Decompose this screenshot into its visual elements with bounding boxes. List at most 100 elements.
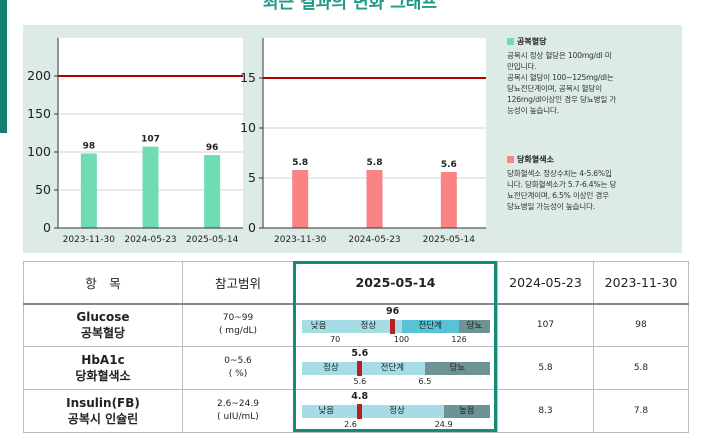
hba1c-bar — [366, 170, 383, 228]
glucose-x-tick-label: 2023-11-30 — [63, 235, 116, 245]
table-row-glucose: Glucose 공복혈당 70~99 ( mg/dL) 낮음 정상 전단계 당뇨 96 7… — [23, 303, 689, 347]
item-name-en: HbA1c — [81, 353, 125, 367]
item-name-ko: 공복시 인슐린 — [67, 412, 139, 426]
range-segment: 정상 — [302, 362, 360, 375]
range-segment: 당뇨 — [424, 362, 490, 375]
range-tick-label: 2.6 — [344, 420, 357, 429]
hba1c-note-line: 당화혈색소 정상수치는 4-5.6%입 — [507, 169, 612, 178]
reference-cell: 2.6~24.9 ( uIU/mL) — [182, 389, 294, 433]
reference-unit: ( mg/dL) — [218, 326, 258, 337]
range-segment: 전단계 — [401, 319, 460, 333]
range-segment: 낮음 — [302, 319, 336, 333]
glucose-data-label: 98 — [83, 142, 96, 152]
hba1c-legend-title: 당화혈색소 — [517, 155, 554, 164]
range-tick-label: 70 — [330, 334, 341, 344]
item-cell: HbA1c 당화혈색소 — [23, 346, 183, 390]
prev-value-1: 8.3 — [497, 389, 594, 433]
glucose-y-tick-label: 200 — [27, 68, 51, 83]
hba1c-bar — [440, 172, 457, 228]
page-title: 최근 결과의 변화 그래프 — [262, 0, 438, 13]
reference-unit: ( %) — [228, 369, 248, 379]
header-reference: 참고범위 — [182, 261, 294, 305]
reference-cell: 0~5.6 ( %) — [182, 346, 294, 390]
header-item: 항 목 — [23, 261, 183, 305]
glucose-data-label: 107 — [141, 135, 160, 145]
item-name-en: Glucose — [76, 310, 130, 325]
current-value-label: 4.8 — [351, 391, 369, 402]
hba1c-legend: 당화혈색소 — [507, 154, 677, 165]
current-value-marker — [357, 361, 363, 376]
range-bar-cell: 낮음 정상 높음 4.8 2.6 24.9 — [293, 389, 498, 433]
glucose-legend: 공복혈당 — [507, 36, 677, 47]
range-bar: 정상 전단계 당뇨 — [302, 362, 490, 375]
header-current-date: 2025-05-14 — [293, 261, 498, 305]
glucose-bar — [204, 155, 221, 228]
item-name-en: Insulin(FB) — [66, 396, 140, 410]
glucose-note-line: 당뇨전단계이며, 공복시 혈당이 — [507, 84, 602, 93]
prev-value-2: 98 — [593, 303, 689, 347]
hba1c-note-line: 니다. 당화혈색소가 5.7-6.4%는 당 — [507, 180, 617, 189]
range-segment: 정상 — [350, 405, 444, 418]
range-segment: 높음 — [443, 405, 490, 418]
glucose-bar — [142, 146, 159, 228]
range-bar-cell: 정상 전단계 당뇨 5.6 5.6 6.5 — [293, 346, 498, 390]
hba1c-bar — [292, 170, 309, 228]
hba1c-y-tick-label: 15 — [240, 70, 256, 85]
current-value-label: 96 — [386, 305, 400, 317]
hba1c-x-tick-label: 2024-05-23 — [348, 235, 400, 245]
glucose-legend-title: 공복혈당 — [517, 37, 547, 46]
prev-value-1: 107 — [497, 303, 594, 347]
hba1c-data-label: 5.8 — [367, 158, 383, 168]
table-row-hba1c: HbA1c 당화혈색소 0~5.6 ( %) 정상 전단계 당뇨 5.6 5.6 6.5 … — [23, 346, 689, 390]
range-bar: 낮음 정상 전단계 당뇨 — [302, 319, 490, 333]
reference-cell: 70~99 ( mg/dL) — [182, 303, 294, 347]
item-cell: Insulin(FB) 공복시 인슐린 — [23, 389, 183, 433]
glucose-chart: 0 50 100 150 200 98 2023-11-30 107 2024-05-23 96 2… — [27, 38, 243, 245]
reference-range: 70~99 — [222, 313, 254, 324]
prev-value-2: 5.8 — [593, 346, 689, 390]
glucose-note-line: 공복시 정상 혈당은 100mg/dl 미 — [507, 51, 612, 60]
range-tick-label: 100 — [393, 334, 410, 344]
current-value-marker — [357, 404, 363, 419]
item-cell: Glucose 공복혈당 — [23, 303, 183, 347]
current-value-label: 5.6 — [351, 348, 369, 359]
glucose-note-line: 능성이 높습니다. — [507, 106, 559, 115]
hba1c-data-label: 5.6 — [441, 160, 457, 170]
glucose-legend-swatch — [507, 38, 514, 45]
range-bar: 낮음 정상 높음 — [302, 405, 490, 418]
range-segment: 낮음 — [302, 405, 351, 418]
hba1c-note-line: 당뇨병일 가능성이 높습니다. — [507, 202, 596, 211]
hba1c-y-tick-label: 0 — [248, 220, 256, 235]
glucose-note-line: 만입니다. — [507, 62, 537, 71]
table-header-row: 항 목 참고범위 2025-05-14 2024-05-23 2023-11-3… — [23, 261, 689, 305]
reference-range: 2.6~24.9 — [217, 399, 259, 409]
item-name-ko: 공복혈당 — [80, 326, 126, 341]
range-segment: 전단계 — [359, 362, 425, 375]
glucose-x-tick-label: 2024-05-23 — [124, 235, 176, 245]
hba1c-legend-swatch — [507, 156, 514, 163]
hba1c-chart: 0 5 10 15 5.8 2023-11-30 5.8 2024-05-23 5.6 2025-… — [240, 38, 486, 245]
glucose-data-label: 96 — [206, 143, 219, 153]
range-segment: 정상 — [335, 319, 402, 333]
reference-range: 0~5.6 — [224, 356, 252, 366]
hba1c-data-label: 5.8 — [292, 158, 308, 168]
hba1c-x-tick-label: 2025-05-14 — [423, 235, 476, 245]
glucose-y-tick-label: 50 — [35, 182, 51, 197]
hba1c-x-tick-label: 2023-11-30 — [274, 235, 327, 245]
table-row-insulin: Insulin(FB) 공복시 인슐린 2.6~24.9 ( uIU/mL) 낮… — [23, 389, 689, 433]
current-value-marker — [390, 318, 396, 334]
glucose-note-line: 공복시 혈당이 100~125mg/dl는 — [507, 73, 614, 82]
header-prev-date-2: 2023-11-30 — [593, 261, 689, 305]
range-tick-label: 6.5 — [418, 377, 432, 386]
prev-value-2: 7.8 — [593, 389, 689, 433]
range-segment: 당뇨 — [459, 319, 490, 333]
hba1c-note-line: 뇨전단계이며, 6.5% 이상인 경우 — [507, 191, 609, 200]
range-tick-label: 24.9 — [434, 420, 453, 429]
glucose-y-tick-label: 100 — [27, 144, 51, 159]
header-prev-date-1: 2024-05-23 — [497, 261, 594, 305]
range-bar-cell: 낮음 정상 전단계 당뇨 96 70 100 126 — [293, 303, 498, 347]
glucose-x-tick-label: 2025-05-14 — [186, 235, 239, 245]
hba1c-y-tick-label: 10 — [240, 120, 256, 135]
